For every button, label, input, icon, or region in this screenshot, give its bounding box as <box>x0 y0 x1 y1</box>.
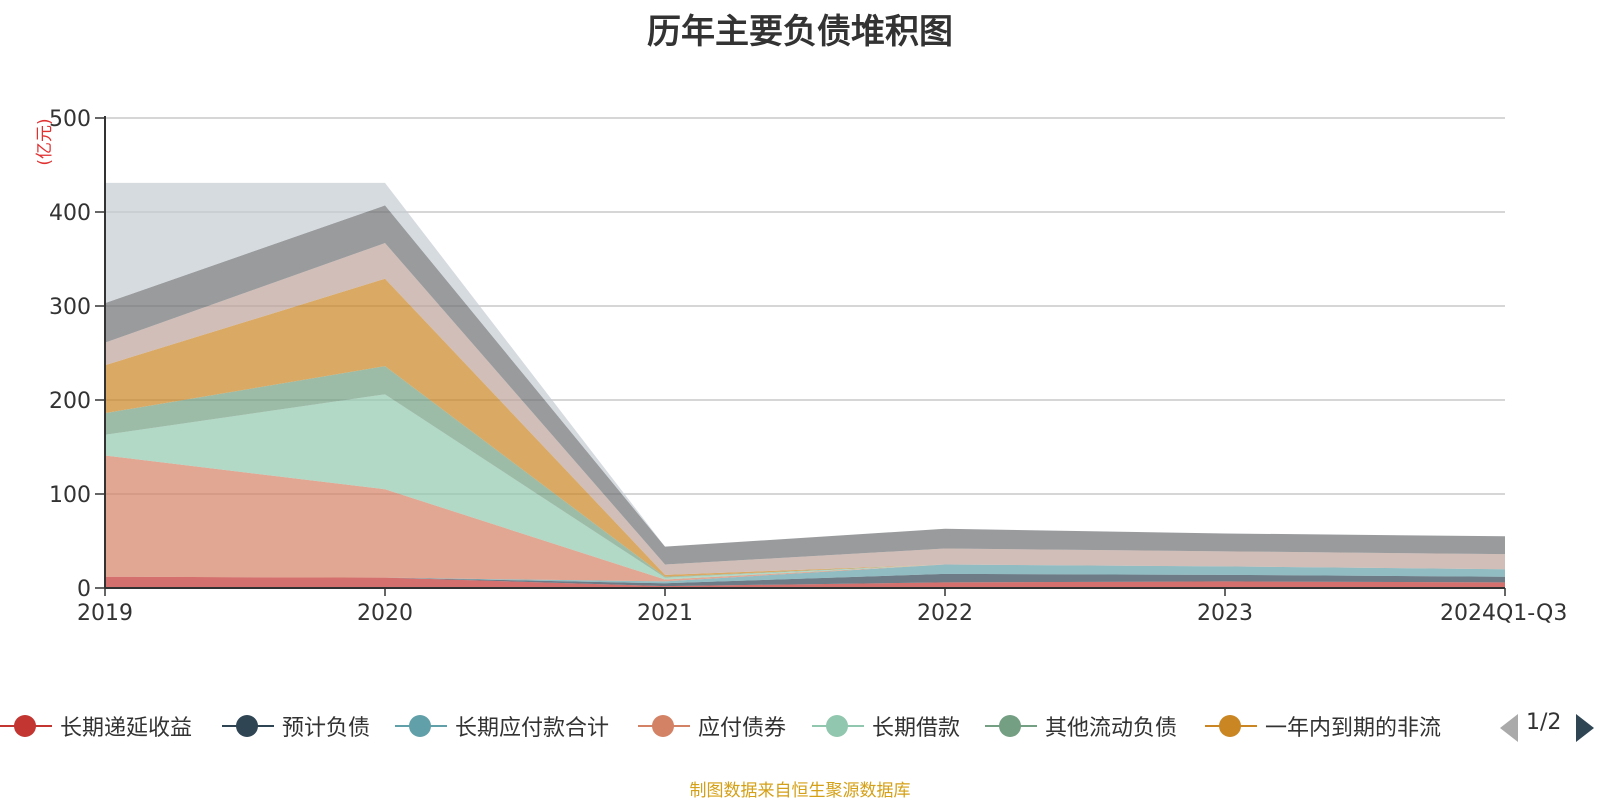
area-series-6 <box>105 278 1505 577</box>
legend-label: 其他流动负债 <box>1045 716 1178 741</box>
legend-marker-icon <box>1205 706 1257 746</box>
y-tick-label: 400 <box>49 201 91 226</box>
y-tick-label: 200 <box>49 389 91 414</box>
legend-prev-page-icon[interactable] <box>1500 714 1518 742</box>
y-tick-label: 100 <box>49 483 91 508</box>
legend-pager: 1/2 <box>1500 706 1600 746</box>
y-tick-label: 0 <box>77 577 91 602</box>
x-tick-label: 2019 <box>77 601 133 626</box>
area-series-8 <box>105 205 1505 565</box>
y-tick-label: 300 <box>49 295 91 320</box>
legend-marker-icon <box>0 706 52 746</box>
legend-label: 长期应付款合计 <box>455 716 610 741</box>
x-tick-label: 2021 <box>637 601 693 626</box>
area-series-0 <box>105 576 1505 588</box>
legend-marker-icon <box>638 706 690 746</box>
area-series-group <box>105 182 1505 588</box>
legend-item[interactable]: 长期应付款合计 <box>395 706 609 746</box>
legend-item[interactable]: 应付债券 <box>638 706 786 746</box>
legend-label: 长期递延收益 <box>60 716 193 741</box>
x-tick-label: 2023 <box>1197 601 1253 626</box>
legend-marker-icon <box>812 706 864 746</box>
legend-marker-icon <box>985 706 1037 746</box>
legend-label: 长期借款 <box>872 716 961 741</box>
legend-item[interactable]: 长期递延收益 <box>0 706 192 746</box>
source-note: 制图数据来自恒生聚源数据库 <box>689 781 911 801</box>
chart-title: 历年主要负债堆积图 <box>647 12 953 52</box>
legend-page-indicator: 1/2 <box>1526 710 1562 735</box>
y-tick-label: 500 <box>49 107 91 132</box>
legend-label: 预计负债 <box>282 716 371 741</box>
legend-marker-icon <box>395 706 447 746</box>
area-series-7 <box>105 243 1505 575</box>
legend-item[interactable]: 其他流动负债 <box>985 706 1177 746</box>
legend-item[interactable]: 长期借款 <box>812 706 960 746</box>
x-tick-label: 2022 <box>917 601 973 626</box>
area-series-1 <box>105 573 1505 587</box>
legend-marker-icon <box>222 706 274 746</box>
y-unit-label: (亿元) <box>35 118 55 165</box>
area-series-3 <box>105 455 1505 582</box>
area-series-5 <box>105 366 1505 578</box>
stacked-area-chart: 0 100 200 300 400 500 2019 2020 2021 2022 2023 2024… <box>35 107 1567 626</box>
legend-item[interactable]: 一年内到期的非流 <box>1205 706 1441 746</box>
legend: 长期递延收益 预计负债 长期应付款合计 应付债券 长期借款 其他流动负债 一年内到期的非流 <box>0 706 1600 746</box>
legend-label: 应付债券 <box>698 716 787 741</box>
axes: 0 100 200 300 400 500 2019 2020 2021 2022 2023 2024… <box>49 107 1567 626</box>
legend-item[interactable]: 预计负债 <box>222 706 370 746</box>
x-tick-label: 2020 <box>357 601 413 626</box>
x-tick-label: 2024Q1-Q3 <box>1440 601 1567 626</box>
legend-next-page-icon[interactable] <box>1576 714 1594 742</box>
legend-label: 一年内到期的非流 <box>1265 716 1442 741</box>
area-series-4 <box>105 394 1505 580</box>
area-series-9 <box>105 182 1505 547</box>
